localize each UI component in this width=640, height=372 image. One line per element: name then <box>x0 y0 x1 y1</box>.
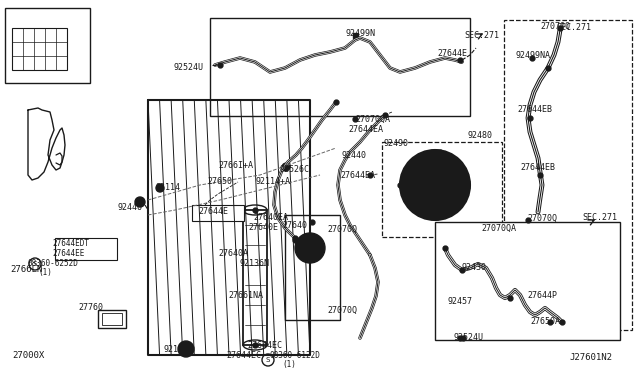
Text: (1): (1) <box>38 269 52 278</box>
Bar <box>98 310 126 328</box>
Text: 92114+A: 92114+A <box>256 177 291 186</box>
Text: 92446: 92446 <box>118 203 143 212</box>
Text: 27644EE: 27644EE <box>52 250 84 259</box>
Text: 27661NA: 27661NA <box>228 291 263 299</box>
Text: S: S <box>33 261 37 267</box>
Text: 08360-6122D: 08360-6122D <box>270 352 321 360</box>
Text: 27644EA: 27644EA <box>340 170 375 180</box>
Text: 92114: 92114 <box>155 183 180 192</box>
Text: 92526C: 92526C <box>280 166 310 174</box>
Bar <box>435 222 620 340</box>
Text: 92136N: 92136N <box>240 260 270 269</box>
Bar <box>192 205 244 221</box>
Bar <box>328 308 333 312</box>
Circle shape <box>423 173 447 197</box>
Text: 92115: 92115 <box>163 344 188 353</box>
Text: 27644EB: 27644EB <box>520 164 555 173</box>
Text: 92480: 92480 <box>467 131 492 141</box>
Bar <box>12 28 67 70</box>
Text: SEC.271: SEC.271 <box>556 23 591 32</box>
Text: 27644EB: 27644EB <box>517 106 552 115</box>
Text: J27601N2: J27601N2 <box>569 353 612 362</box>
Text: 92524U: 92524U <box>453 334 483 343</box>
Bar <box>243 210 267 345</box>
Text: 27760: 27760 <box>78 302 103 311</box>
Text: 27070Q: 27070Q <box>327 305 357 314</box>
Circle shape <box>135 197 145 207</box>
Text: 27644EC: 27644EC <box>226 352 261 360</box>
Text: 27070QA: 27070QA <box>355 115 390 124</box>
Text: 27644EDT: 27644EDT <box>52 240 89 248</box>
Text: 27070Q: 27070Q <box>327 224 357 234</box>
Text: 08360-6252D: 08360-6252D <box>28 260 79 269</box>
Text: 27640E: 27640E <box>248 224 278 232</box>
Text: (1): (1) <box>282 360 296 369</box>
Text: 27640: 27640 <box>282 221 307 230</box>
Text: 27070Q: 27070Q <box>540 22 570 31</box>
Circle shape <box>295 233 325 263</box>
Text: SEC.271: SEC.271 <box>582 214 617 222</box>
Bar <box>353 32 358 38</box>
Text: 92440: 92440 <box>342 151 367 160</box>
Circle shape <box>182 345 190 353</box>
Bar <box>285 215 340 320</box>
Bar <box>102 313 122 325</box>
Text: 27644EC: 27644EC <box>247 340 282 350</box>
Text: 2766LN: 2766LN <box>10 266 42 275</box>
Text: 92457: 92457 <box>448 298 473 307</box>
Text: 2766I+A: 2766I+A <box>218 161 253 170</box>
Text: 27650A: 27650A <box>530 317 560 326</box>
Text: 27070Q: 27070Q <box>527 214 557 222</box>
Text: SEC.274: SEC.274 <box>415 154 450 164</box>
Text: 92490: 92490 <box>383 138 408 148</box>
Bar <box>210 18 470 116</box>
Bar <box>504 20 632 330</box>
Circle shape <box>400 150 470 220</box>
Text: S: S <box>266 357 270 363</box>
Text: 27644E: 27644E <box>437 48 467 58</box>
Text: 92430: 92430 <box>462 263 487 272</box>
Text: 27644P: 27644P <box>527 291 557 299</box>
Bar <box>5 8 90 83</box>
Bar <box>328 227 333 231</box>
Text: 27644EA: 27644EA <box>348 125 383 135</box>
Text: 27650: 27650 <box>207 176 232 186</box>
Text: 27644E: 27644E <box>198 208 228 217</box>
Circle shape <box>156 184 164 192</box>
Text: 92499NA: 92499NA <box>516 51 551 60</box>
Circle shape <box>178 341 194 357</box>
Bar <box>55 238 117 260</box>
Circle shape <box>282 163 290 171</box>
Circle shape <box>302 240 318 256</box>
Circle shape <box>411 161 459 209</box>
Text: 27640EA: 27640EA <box>253 212 288 221</box>
Text: 92524U: 92524U <box>174 62 204 71</box>
Text: 27070QA: 27070QA <box>481 224 516 232</box>
Bar <box>382 142 502 237</box>
Text: 27640A: 27640A <box>218 248 248 257</box>
Text: SEC.271: SEC.271 <box>464 31 499 39</box>
Text: 92499N: 92499N <box>346 29 376 38</box>
Text: 27000X: 27000X <box>12 350 44 359</box>
